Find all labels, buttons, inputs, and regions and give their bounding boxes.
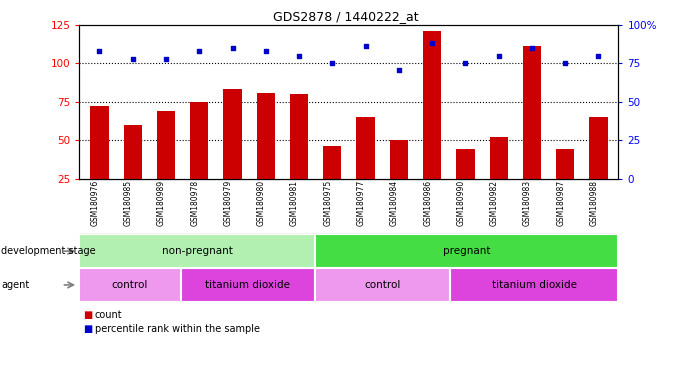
Text: GSM180984: GSM180984 bbox=[390, 180, 399, 226]
Text: control: control bbox=[112, 280, 148, 290]
Bar bbox=[190, 102, 209, 217]
Point bbox=[560, 60, 571, 66]
Text: GSM180982: GSM180982 bbox=[490, 180, 499, 226]
Text: development stage: development stage bbox=[1, 246, 96, 256]
Text: pregnant: pregnant bbox=[443, 246, 491, 256]
Text: GSM180983: GSM180983 bbox=[523, 180, 532, 226]
Bar bbox=[91, 106, 108, 217]
Bar bbox=[180, 268, 315, 302]
Text: GDS2878 / 1440222_at: GDS2878 / 1440222_at bbox=[273, 10, 418, 23]
Text: control: control bbox=[364, 280, 401, 290]
Point bbox=[227, 45, 238, 51]
Text: titanium dioxide: titanium dioxide bbox=[492, 280, 577, 290]
Bar bbox=[315, 268, 450, 302]
Text: ■: ■ bbox=[83, 310, 92, 320]
Bar bbox=[79, 234, 315, 268]
Text: GSM180981: GSM180981 bbox=[290, 180, 299, 226]
Text: ■: ■ bbox=[83, 324, 92, 334]
Text: GSM180990: GSM180990 bbox=[456, 180, 466, 227]
Bar bbox=[456, 149, 475, 217]
Text: GSM180989: GSM180989 bbox=[157, 180, 166, 226]
Bar bbox=[357, 117, 375, 217]
Bar bbox=[523, 46, 541, 217]
Point bbox=[493, 53, 504, 59]
Bar bbox=[290, 94, 308, 217]
Bar bbox=[423, 31, 442, 217]
Bar bbox=[223, 89, 242, 217]
Point bbox=[94, 48, 105, 54]
Text: count: count bbox=[95, 310, 122, 320]
Point bbox=[460, 60, 471, 66]
Text: GSM180988: GSM180988 bbox=[589, 180, 598, 226]
Bar bbox=[556, 149, 574, 217]
Bar bbox=[157, 111, 175, 217]
Text: GSM180976: GSM180976 bbox=[91, 180, 100, 227]
Point bbox=[193, 48, 205, 54]
Text: titanium dioxide: titanium dioxide bbox=[205, 280, 290, 290]
Text: GSM180977: GSM180977 bbox=[357, 180, 366, 227]
Text: GSM180979: GSM180979 bbox=[223, 180, 232, 227]
Text: GSM180987: GSM180987 bbox=[556, 180, 565, 226]
Bar bbox=[256, 93, 275, 217]
Point bbox=[593, 53, 604, 59]
Point bbox=[426, 40, 437, 46]
Text: non-pregnant: non-pregnant bbox=[162, 246, 233, 256]
Bar bbox=[450, 268, 618, 302]
Text: agent: agent bbox=[1, 280, 30, 290]
Bar bbox=[390, 140, 408, 217]
Bar bbox=[323, 146, 341, 217]
Text: GSM180980: GSM180980 bbox=[257, 180, 266, 226]
Point bbox=[360, 43, 371, 50]
Text: GSM180985: GSM180985 bbox=[124, 180, 133, 226]
Bar bbox=[124, 125, 142, 217]
Point bbox=[160, 56, 171, 62]
Text: GSM180975: GSM180975 bbox=[323, 180, 332, 227]
Text: GSM180978: GSM180978 bbox=[190, 180, 199, 226]
Point bbox=[261, 48, 272, 54]
Point bbox=[527, 45, 538, 51]
Point bbox=[393, 66, 404, 73]
Bar bbox=[79, 268, 180, 302]
Text: GSM180986: GSM180986 bbox=[423, 180, 432, 226]
Bar bbox=[315, 234, 618, 268]
Bar bbox=[489, 137, 508, 217]
Text: percentile rank within the sample: percentile rank within the sample bbox=[95, 324, 260, 334]
Bar bbox=[589, 117, 607, 217]
Point bbox=[127, 56, 138, 62]
Point bbox=[294, 53, 305, 59]
Point bbox=[327, 60, 338, 66]
